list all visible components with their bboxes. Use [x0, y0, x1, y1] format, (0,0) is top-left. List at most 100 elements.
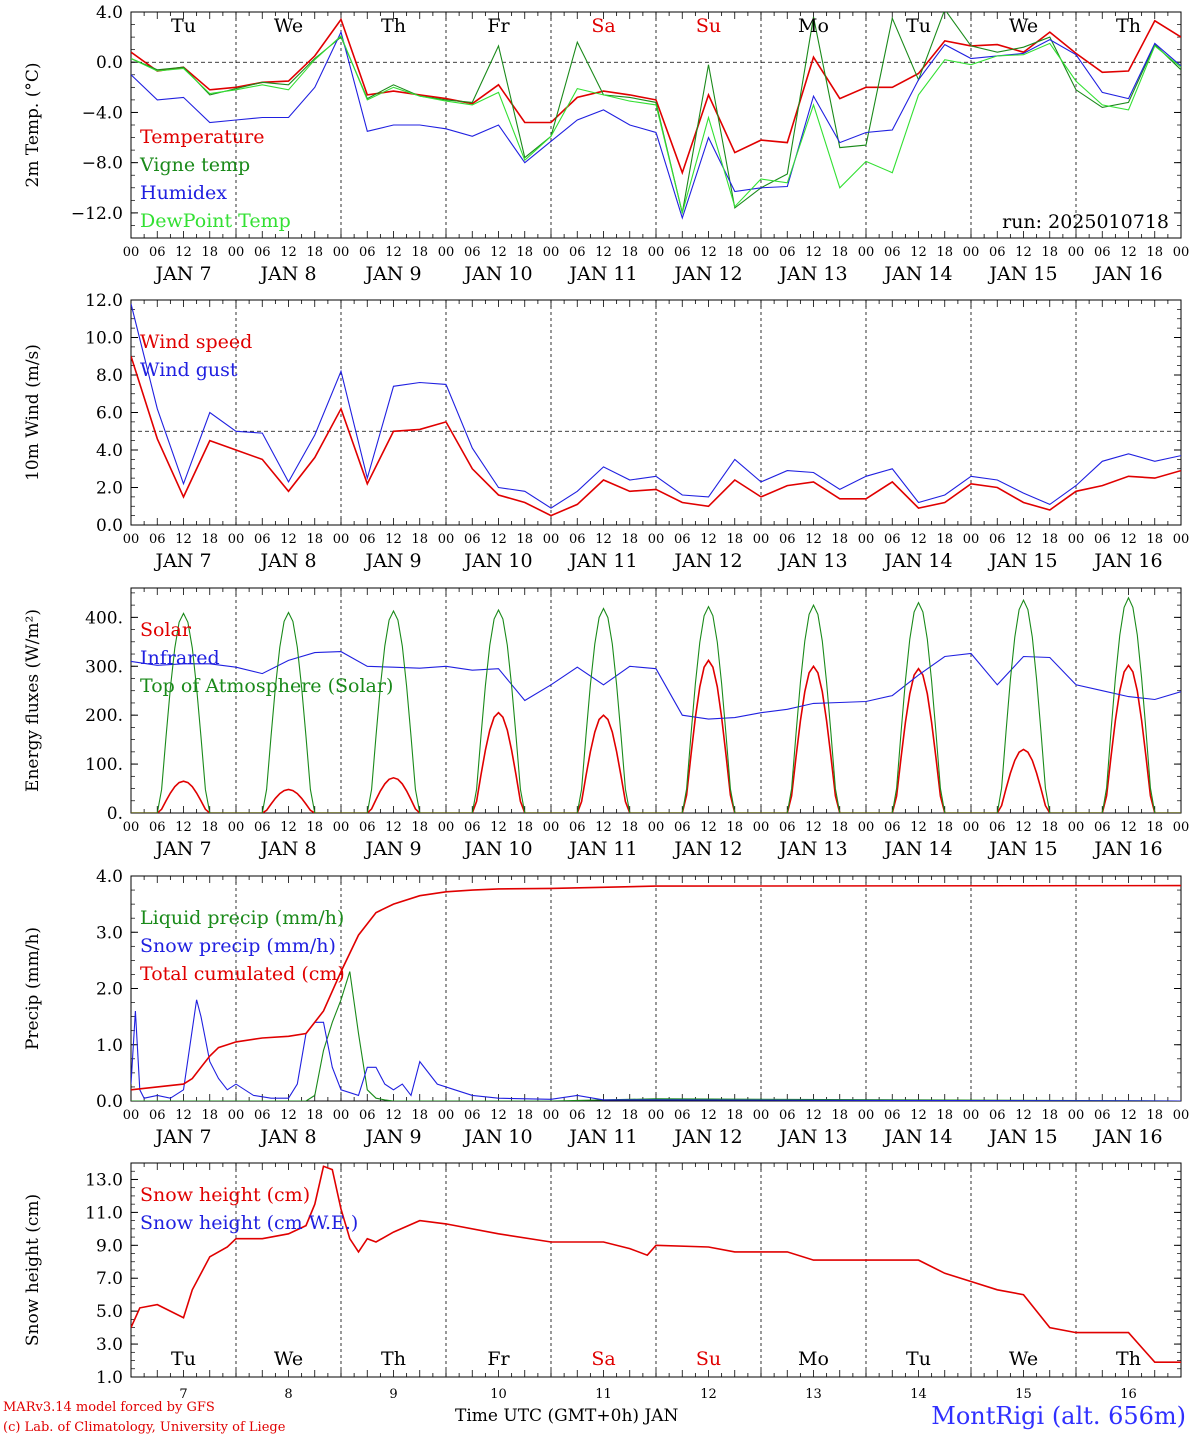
series-line-1	[131, 12, 1181, 214]
weekday-label: We	[274, 15, 303, 37]
hour-tick-label: 06	[674, 245, 691, 260]
hour-tick-label: 18	[201, 245, 218, 260]
weekday-label: Th	[1116, 15, 1141, 37]
hour-tick-label: 06	[149, 1108, 166, 1123]
hour-tick-label: 00	[1173, 532, 1190, 547]
hour-tick-label: 00	[1068, 245, 1085, 260]
date-label: JAN 7	[153, 550, 211, 572]
hour-tick-label: 12	[1120, 532, 1137, 547]
legend-entry: Wind speed	[140, 331, 252, 353]
hour-tick-label: 18	[726, 245, 743, 260]
hour-tick-label: 18	[726, 532, 743, 547]
bottom-date-label: 12	[700, 1387, 717, 1402]
hour-tick-label: 06	[464, 1108, 481, 1123]
hour-tick-label: 00	[753, 532, 770, 547]
hour-tick-label: 18	[936, 245, 953, 260]
weekday-label: Mo	[798, 15, 829, 37]
date-label: JAN 7	[153, 838, 211, 860]
date-label: JAN 12	[672, 838, 742, 860]
hour-tick-label: 12	[280, 820, 297, 835]
hour-tick-label: 12	[910, 1108, 927, 1123]
date-label: JAN 13	[777, 838, 847, 860]
hour-tick-label: 00	[963, 245, 980, 260]
hour-tick-label: 18	[516, 820, 533, 835]
hour-tick-label: 18	[306, 1108, 323, 1123]
hour-tick-label: 00	[753, 245, 770, 260]
hour-tick-label: 00	[753, 820, 770, 835]
series-line-3	[131, 34, 1181, 216]
weekday-label: Tu	[906, 15, 931, 37]
hour-tick-label: 18	[831, 532, 848, 547]
chart-panel-1: 12.0 10.0 8.0 6.0 4.0 2.0 0.0 10m Wind (m/s) Win…	[23, 291, 1189, 572]
date-label: JAN 15	[987, 263, 1057, 285]
hour-tick-label: 06	[569, 1108, 586, 1123]
series-line-2	[131, 30, 1181, 220]
date-label: JAN 11	[567, 263, 637, 285]
time-axis-label: Time UTC (GMT+0h) JAN	[455, 1406, 679, 1426]
bottom-date-label: 14	[910, 1387, 927, 1402]
date-label: JAN 11	[567, 550, 637, 572]
hour-tick-label: 00	[123, 245, 140, 260]
hour-tick-label: 00	[543, 1108, 560, 1123]
date-label: JAN 7	[153, 263, 211, 285]
hour-tick-label: 06	[989, 1108, 1006, 1123]
date-label: JAN 15	[987, 550, 1057, 572]
bottom-date-label: 9	[389, 1387, 397, 1402]
hour-tick-label: 06	[569, 532, 586, 547]
hour-tick-label: 06	[884, 532, 901, 547]
y-tick-label: 13.0	[85, 1170, 123, 1190]
hour-tick-label: 12	[385, 820, 402, 835]
bottom-date-label: 10	[490, 1387, 507, 1402]
bottom-date-label: 13	[805, 1387, 822, 1402]
hour-tick-label: 00	[648, 1108, 665, 1123]
hour-tick-label: 18	[1041, 245, 1058, 260]
weekday-label: Sa	[591, 15, 615, 37]
hour-tick-label: 06	[884, 820, 901, 835]
hour-tick-label: 06	[1094, 1108, 1111, 1123]
hour-tick-label: 00	[1173, 245, 1190, 260]
hour-tick-label: 12	[1120, 245, 1137, 260]
hour-tick-label: 00	[858, 1108, 875, 1123]
hour-tick-label: 00	[438, 820, 455, 835]
date-label: JAN 8	[258, 550, 316, 572]
hour-tick-label: 06	[989, 532, 1006, 547]
chart-panel-0: 4.0 0.0 −4.0 −8.0 −12.0 2m Temp. (°C) Temperat…	[23, 3, 1189, 285]
date-label: JAN 14	[882, 550, 952, 572]
y-axis-label: Snow height (cm)	[23, 1194, 43, 1346]
hour-tick-label: 00	[543, 532, 560, 547]
y-tick-label: 0.0	[96, 1092, 123, 1112]
hour-tick-label: 18	[306, 532, 323, 547]
hour-tick-label: 06	[1094, 245, 1111, 260]
hour-tick-label: 12	[805, 820, 822, 835]
hour-tick-label: 18	[411, 1108, 428, 1123]
hour-tick-label: 06	[884, 1108, 901, 1123]
hour-tick-label: 12	[595, 1108, 612, 1123]
weekday-label: Su	[696, 1348, 721, 1370]
hour-tick-label: 12	[490, 532, 507, 547]
hour-tick-label: 12	[805, 1108, 822, 1123]
hour-tick-label: 18	[726, 820, 743, 835]
legend-entry: Solar	[140, 619, 192, 641]
date-label: JAN 13	[777, 550, 847, 572]
hour-tick-label: 18	[201, 1108, 218, 1123]
series-line-0	[131, 1165, 1181, 1363]
hour-tick-label: 12	[385, 245, 402, 260]
hour-tick-label: 00	[123, 820, 140, 835]
hour-tick-label: 06	[149, 245, 166, 260]
hour-tick-label: 00	[333, 245, 350, 260]
legend-entry: Humidex	[140, 182, 227, 204]
hour-tick-label: 18	[831, 820, 848, 835]
date-label: JAN 12	[672, 263, 742, 285]
legend-entry: DewPoint Temp	[140, 210, 291, 232]
series-line-0	[131, 17, 1181, 176]
hour-tick-label: 06	[254, 245, 271, 260]
hour-tick-label: 12	[700, 532, 717, 547]
hour-tick-label: 12	[175, 532, 192, 547]
hour-tick-label: 06	[359, 245, 376, 260]
hour-tick-label: 06	[779, 820, 796, 835]
hour-tick-label: 18	[201, 532, 218, 547]
weekday-label: Tu	[171, 15, 196, 37]
hour-tick-label: 00	[123, 1108, 140, 1123]
weekday-label: Tu	[906, 1348, 931, 1370]
hour-tick-label: 00	[333, 820, 350, 835]
